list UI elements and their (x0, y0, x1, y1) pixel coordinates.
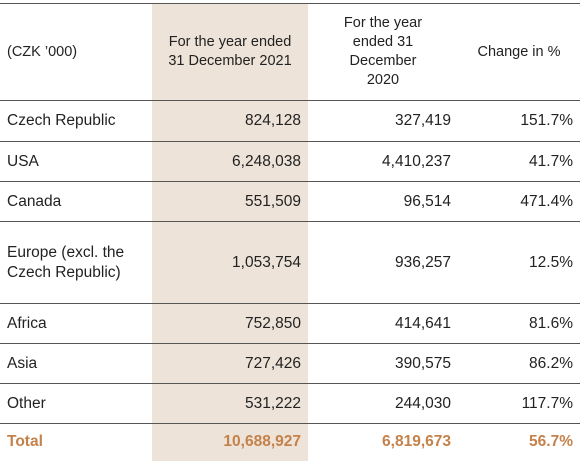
table-row: Europe (excl. the Czech Republic) 1,053,7… (0, 221, 580, 304)
table-row: Canada 551,509 96,514 471.4% (0, 181, 580, 222)
cell-value: 41.7% (458, 141, 580, 182)
header-text: For the year ended 31 December 2020 (343, 15, 423, 88)
cell-value: 327,419 (308, 100, 458, 142)
cell-value: 117.7% (458, 383, 580, 424)
row-label: Total (7, 433, 43, 451)
header-cell: (CZK ’000) (0, 3, 152, 101)
header-row: (CZK ’000) For the year ended 31 Decembe… (0, 3, 580, 101)
cell-value: 86.2% (458, 343, 580, 384)
row-label: Other (0, 383, 152, 424)
cell-value: 56.7% (529, 433, 573, 451)
cell-value: 390,575 (308, 343, 458, 384)
cell-value: 936,257 (308, 221, 458, 304)
cell-value: 96,514 (308, 181, 458, 222)
row-label: Europe (excl. the Czech Republic) (0, 221, 152, 304)
cell-value: 4,410,237 (308, 141, 458, 182)
table-body: Czech Republic 824,128 327,419 151.7% USA 6,2… (0, 100, 580, 461)
row-label: USA (0, 141, 152, 182)
cell-value: 6,248,038 (152, 141, 308, 182)
header-cell: For the year ended 31 December 2021 (152, 3, 308, 101)
cell-value: 531,222 (152, 383, 308, 424)
header-cell: Change in % (458, 3, 580, 101)
table-row: Africa 752,850 414,641 81.6% (0, 303, 580, 344)
row-label: Canada (0, 181, 152, 222)
table-row: Czech Republic 824,128 327,419 151.7% (0, 100, 580, 142)
table-row: Asia 727,426 390,575 86.2% (0, 343, 580, 384)
cell-value: 12.5% (458, 221, 580, 304)
revenue-table: (CZK ’000) For the year ended 31 Decembe… (0, 3, 580, 461)
table-row: USA 6,248,038 4,410,237 41.7% (0, 141, 580, 182)
cell-value: 1,053,754 (152, 221, 308, 304)
cell-value: 824,128 (152, 100, 308, 142)
cell-value: 471.4% (458, 181, 580, 222)
cell-value: 551,509 (152, 181, 308, 222)
header-text: For the year ended 31 December 2021 (168, 34, 292, 69)
row-label: Africa (0, 303, 152, 344)
row-label: Czech Republic (0, 100, 152, 142)
total-row: Total 10,688,927 6,819,673 56.7% (0, 423, 580, 461)
cell-value: 151.7% (458, 100, 580, 142)
header-cell: For the year ended 31 December 2020 (308, 3, 458, 101)
row-label: Asia (0, 343, 152, 384)
page: (CZK ’000) For the year ended 31 Decembe… (0, 3, 586, 465)
table-row: Other 531,222 244,030 117.7% (0, 383, 580, 424)
cell-value: 6,819,673 (382, 433, 451, 451)
cell-value: 244,030 (308, 383, 458, 424)
cell-value: 752,850 (152, 303, 308, 344)
cell-value: 727,426 (152, 343, 308, 384)
cell-value: 414,641 (308, 303, 458, 344)
cell-value: 10,688,927 (152, 423, 308, 461)
cell-value: 81.6% (458, 303, 580, 344)
